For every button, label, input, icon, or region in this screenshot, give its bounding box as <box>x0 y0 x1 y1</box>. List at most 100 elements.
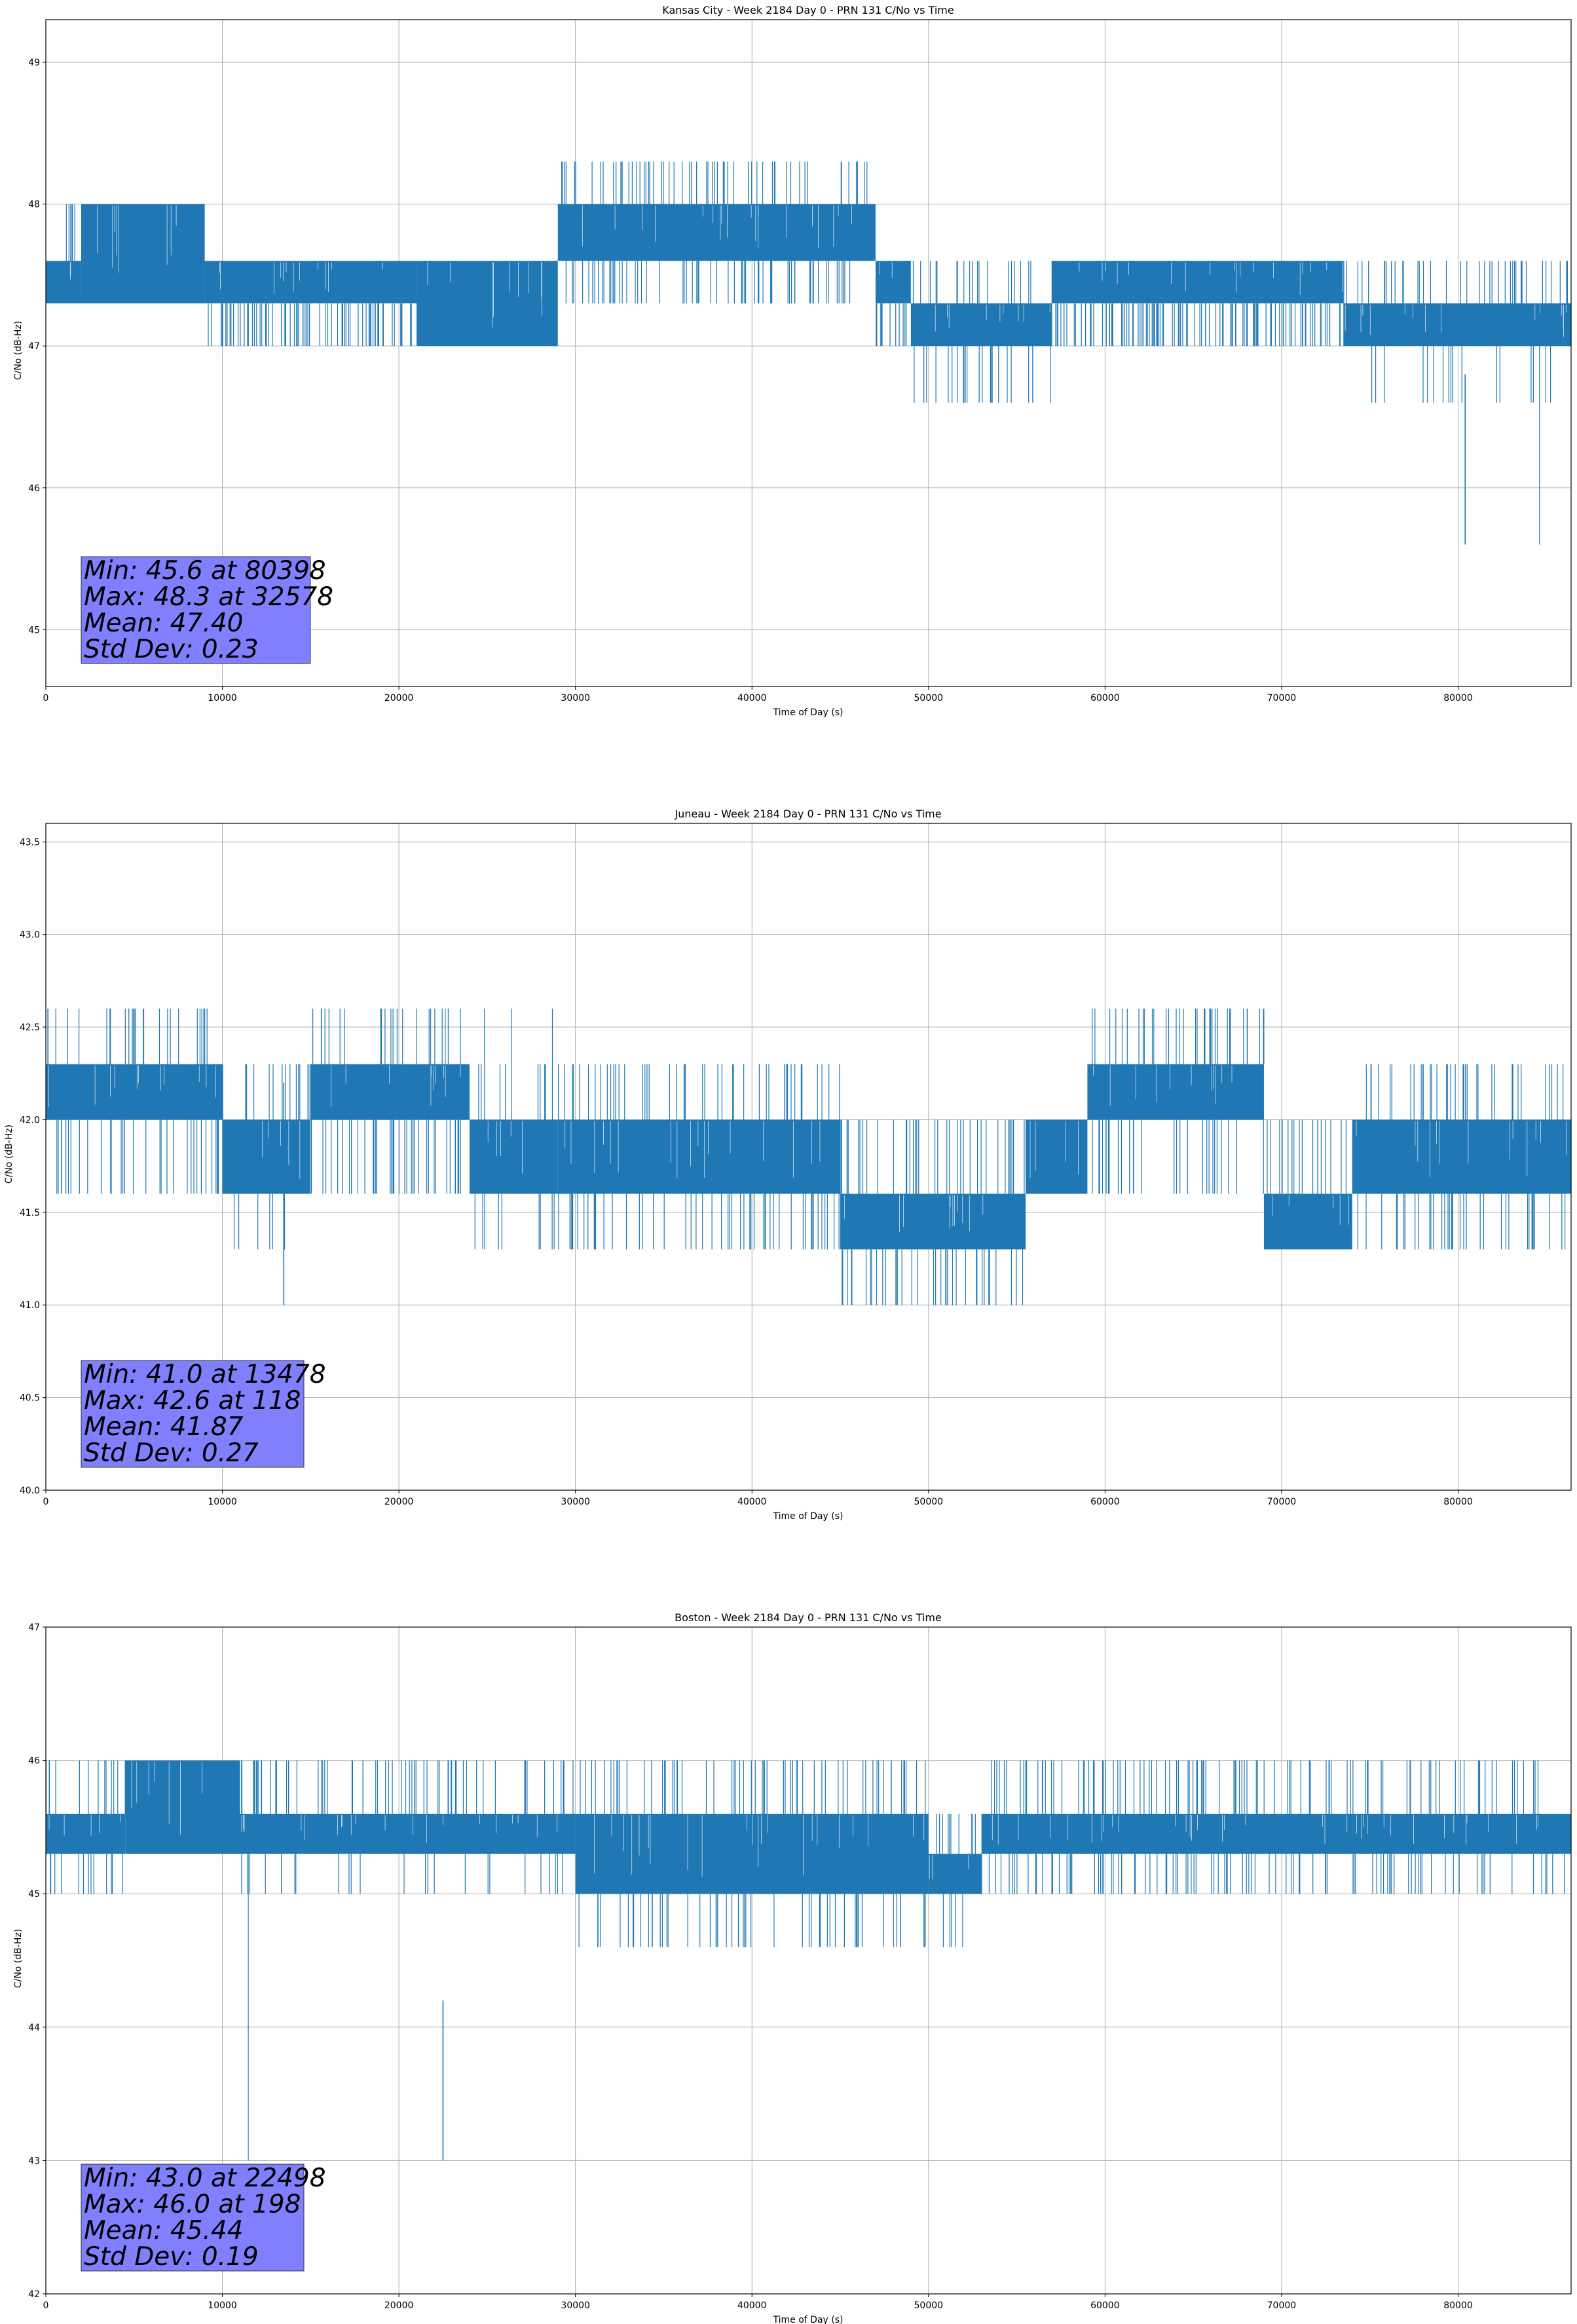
signal-band <box>1087 1064 1264 1120</box>
signal-gaps <box>48 1065 216 1108</box>
signal-transitions <box>1343 261 1568 545</box>
chart-panel-juneau: Juneau - Week 2184 Day 0 - PRN 131 C/No … <box>4 808 1572 1522</box>
plot-area-frame <box>45 1626 1572 2295</box>
stats-box: Min: 43.0 at 22498 Max: 46.0 at 198 Mean… <box>81 2164 326 2272</box>
signal-gaps <box>565 1121 821 1178</box>
signal-band <box>469 1119 558 1194</box>
signal-band <box>928 1854 982 1894</box>
y-tick-label: 41.5 <box>20 1208 40 1218</box>
x-tick-label: 60000 <box>1090 1497 1120 1507</box>
signal-gaps <box>262 1121 301 1179</box>
y-tick-label: 43.5 <box>20 837 40 848</box>
y-tick-label: 43 <box>28 2156 40 2166</box>
stats-max: Max: 48.3 at 32578 <box>84 582 333 612</box>
signal-band <box>557 204 876 261</box>
signal-band <box>310 1064 470 1120</box>
x-axis-label: Time of Day (s) <box>773 2315 844 2324</box>
signal-band <box>910 303 1052 347</box>
signal-transitions <box>876 303 907 347</box>
y-tick-label: 42.0 <box>20 1115 40 1125</box>
stats-std-dev: Std Dev: 0.23 <box>84 635 259 664</box>
signal-gaps <box>1345 305 1567 337</box>
signal-gaps <box>880 262 893 279</box>
signal-gaps <box>992 1815 1538 1845</box>
chart-panel-boston: Boston - Week 2184 Day 0 - PRN 131 C/No … <box>13 1611 1572 2324</box>
signal-transitions <box>561 161 868 304</box>
y-tick-label: 42 <box>28 2289 40 2300</box>
y-tick-label: 47 <box>28 1622 40 1633</box>
signal-gaps <box>131 1761 202 1835</box>
signal-transitions <box>981 1760 1565 1894</box>
signal-band <box>240 1814 576 1854</box>
signal-band <box>46 1064 223 1120</box>
signal-gaps <box>427 262 542 328</box>
signal-transitions <box>840 1119 1025 1305</box>
signal-gaps <box>241 1815 558 1843</box>
x-tick-label: 70000 <box>1267 1497 1297 1507</box>
stats-box-background <box>81 556 311 664</box>
stats-min: Min: 45.6 at 80398 <box>84 556 326 586</box>
x-tick-label: 80000 <box>1443 693 1473 703</box>
signal-band <box>125 1760 240 1854</box>
x-tick-label: 50000 <box>914 693 944 703</box>
y-tick-label: 41.0 <box>20 1300 40 1311</box>
x-tick-label: 30000 <box>561 693 590 703</box>
signal-band <box>1026 1119 1088 1194</box>
signal-gaps <box>594 1815 925 1877</box>
chart-title: Juneau - Week 2184 Day 0 - PRN 131 C/No … <box>674 808 941 820</box>
signal-gaps <box>935 305 1050 331</box>
signal-band <box>1263 1193 1352 1250</box>
y-tick-label: 42.5 <box>20 1022 40 1033</box>
stats-mean: Mean: 41.87 <box>84 1412 244 1442</box>
plot-area-frame <box>45 823 1572 1491</box>
y-tick-label: 45 <box>28 1889 40 1900</box>
signal-band <box>46 1814 126 1854</box>
signal-transitions <box>558 1064 840 1250</box>
x-tick-label: 30000 <box>561 2300 590 2311</box>
signal-transitions <box>578 1760 926 1947</box>
signal-gaps <box>1272 1195 1349 1225</box>
y-tick-label: 49 <box>28 58 40 68</box>
stats-box-background <box>81 1360 305 1468</box>
signal-transitions <box>55 1008 219 1194</box>
x-tick-label: 0 <box>43 2300 49 2311</box>
signal-transitions <box>1267 1119 1346 1194</box>
x-tick-label: 20000 <box>384 1497 414 1507</box>
chart-panel-kansas-city: Kansas City - Week 2184 Day 0 - PRN 131 … <box>13 4 1572 718</box>
y-axis-label: C/No (dB-Hz) <box>13 1929 24 1988</box>
signal-gaps <box>331 1065 461 1107</box>
y-tick-label: 43.0 <box>20 930 40 941</box>
stats-box: Min: 41.0 at 13478 Max: 42.6 at 118 Mean… <box>81 1360 326 1468</box>
signal-gaps <box>1030 1121 1079 1178</box>
y-tick-label: 40.5 <box>20 1393 40 1404</box>
signal-gaps <box>1079 262 1343 295</box>
stats-box: Min: 45.6 at 80398 Max: 48.3 at 32578 Me… <box>81 556 333 664</box>
x-axis-label: Time of Day (s) <box>773 707 844 718</box>
signal-transitions <box>1055 303 1341 347</box>
chart-title: Boston - Week 2184 Day 0 - PRN 131 C/No … <box>675 1611 942 1624</box>
x-tick-label: 20000 <box>384 693 414 703</box>
signal-transitions <box>936 1814 976 1947</box>
signal-band <box>557 1119 841 1194</box>
signal-transitions <box>208 303 412 347</box>
stats-std-dev: Std Dev: 0.19 <box>84 2242 259 2272</box>
y-tick-label: 46 <box>28 1756 40 1767</box>
x-tick-label: 30000 <box>561 1497 590 1507</box>
x-tick-label: 60000 <box>1090 693 1120 703</box>
stats-mean: Mean: 45.44 <box>84 2216 243 2245</box>
x-tick-label: 10000 <box>208 1497 237 1507</box>
x-tick-label: 0 <box>43 1497 49 1507</box>
x-tick-label: 50000 <box>914 2300 944 2311</box>
signal-gaps <box>487 1121 523 1174</box>
stats-min: Min: 43.0 at 22498 <box>84 2164 326 2193</box>
signal-transitions <box>1092 1008 1265 1194</box>
y-tick-label: 46 <box>28 483 40 494</box>
stats-max: Max: 42.6 at 118 <box>84 1386 301 1415</box>
signal-transitions <box>241 1760 574 2161</box>
y-tick-label: 45 <box>28 625 40 635</box>
signal-band <box>1343 303 1571 347</box>
x-tick-label: 40000 <box>737 693 767 703</box>
stats-max: Max: 46.0 at 198 <box>84 2190 301 2219</box>
signal-transitions <box>311 1008 461 1194</box>
x-tick-label: 80000 <box>1443 2300 1473 2311</box>
